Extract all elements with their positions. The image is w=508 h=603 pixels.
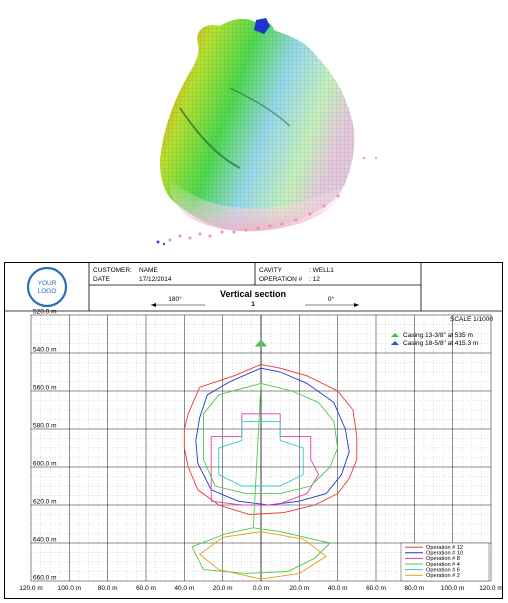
date-label: DATE [93, 276, 111, 283]
x-tick-label: 20.0 m [213, 585, 233, 592]
report-sheet: YOUR LOGO CUSTOMER: NAME DATE 17/12/2014… [4, 262, 503, 599]
x-tick-label: 60.0 m [366, 585, 386, 592]
y-tick-label: 540.0 m [33, 347, 57, 354]
direction-left-arrow [151, 303, 205, 307]
chart-grid [30, 314, 492, 582]
x-tick-label: 60.0 m [136, 585, 156, 592]
x-tick-label: 80.0 m [98, 585, 118, 592]
x-tick-label: 40.0 m [174, 585, 194, 592]
x-tick-label: 20.0 m [289, 585, 309, 592]
customer-value: NAME [139, 267, 158, 274]
direction-right-label: 0° [328, 295, 335, 303]
legend-label: Operation # 6 [426, 567, 460, 573]
x-tick-label: 80.0 m [404, 585, 424, 592]
operation-value: : 12 [309, 276, 320, 283]
section-number: 1 [251, 301, 255, 308]
cavity-3d-model [140, 8, 380, 248]
y-tick-label: 620.0 m [33, 499, 57, 506]
series-line-5 [218, 420, 304, 487]
chart-series [183, 363, 358, 580]
legend-label: Operation # 8 [426, 556, 460, 562]
series-line-1 [183, 363, 358, 515]
logo-text-top: YOUR [38, 280, 57, 287]
casing-marker-right [262, 340, 267, 347]
series-line-2 [195, 367, 350, 506]
casing-marker-left [255, 340, 260, 347]
legend-label: Operation # 10 [426, 551, 463, 557]
cavity-3d-render [156, 18, 378, 246]
customer-label: CUSTOMER: [93, 267, 132, 274]
casing-legend-icon [391, 341, 399, 345]
chart-ticks: 120.0 m 100.0 m 80.0 m 60.0 m 40.0 m 20.0 m 0.… [19, 309, 503, 593]
cavity-value: : WELL1 [309, 267, 334, 274]
section-title: Vertical section [220, 289, 286, 299]
casing-legend-icon [391, 333, 399, 337]
x-tick-label: 100.0 m [58, 585, 82, 592]
logo-text-bottom: LOGO [38, 288, 57, 295]
series-line-3 [210, 413, 320, 506]
legend-label: Operation # 12 [426, 545, 463, 551]
casing-legend-label: Casing 13-3/8" at 535 m [403, 332, 473, 339]
y-tick-label: 580.0 m [33, 423, 57, 430]
scale-label: SCALE 1/1000 [450, 316, 493, 323]
y-tick-label: 640.0 m [33, 537, 57, 544]
x-tick-label: 0.0 m [253, 585, 269, 592]
operation-label: OPERATION # [259, 276, 303, 283]
direction-left-label: 180° [168, 295, 182, 303]
direction-right-arrow [305, 303, 359, 307]
y-tick-label: 600.0 m [33, 461, 57, 468]
date-value: 17/12/2014 [139, 276, 172, 283]
x-tick-label: 100.0 m [441, 585, 465, 592]
x-tick-label: 120.0 m [19, 585, 43, 592]
series-line-6 [198, 531, 327, 580]
legend-label: Operation # 4 [426, 562, 460, 568]
x-tick-label: 40.0 m [328, 585, 348, 592]
report-sheet-svg: YOUR LOGO CUSTOMER: NAME DATE 17/12/2014… [5, 263, 503, 593]
legend-box [400, 542, 490, 582]
logo-circle [26, 266, 68, 308]
y-tick-label: 520.0 m [33, 309, 57, 316]
x-tick-label: 120.0 m [479, 585, 502, 592]
y-tick-label: 560.0 m [33, 385, 57, 392]
y-tick-label: 660.0 m [33, 575, 57, 582]
legend-label: Operation # 2 [426, 573, 460, 579]
cavity-label: CAVITY [259, 267, 283, 274]
series-line-4 [191, 382, 339, 574]
casing-legend-label: Casing 18-5/8" at 415.3 m [403, 340, 478, 347]
